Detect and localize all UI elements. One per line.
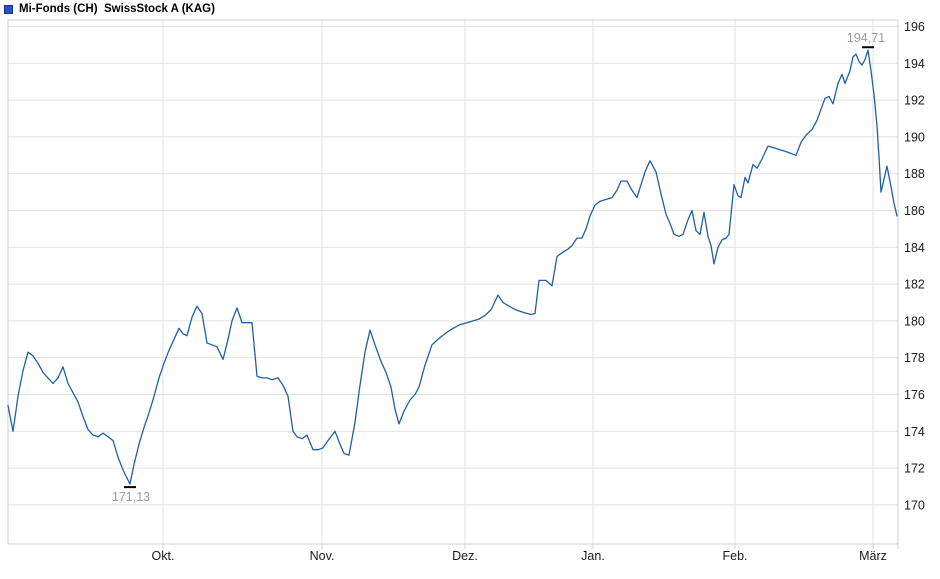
plot-border: [7, 19, 899, 545]
x-tick-label: Dez.: [452, 549, 478, 563]
high-annotation-label: 194,71: [847, 31, 885, 45]
y-tick-label: 192: [904, 94, 925, 108]
y-tick-label: 196: [904, 20, 925, 34]
x-tick-label: Okt.: [152, 549, 175, 563]
x-tick-label: Nov.: [310, 549, 335, 563]
y-tick-label: 178: [904, 351, 925, 365]
y-tick-label: 174: [904, 425, 925, 439]
y-tick-label: 194: [904, 57, 925, 71]
x-tick-label: März: [859, 549, 887, 563]
y-tick-label: 170: [904, 498, 925, 512]
price-line: [7, 49, 898, 485]
y-tick-label: 188: [904, 167, 925, 181]
chart-legend: Mi-Fonds (CH) SwissStock A (KAG): [4, 3, 215, 15]
legend-color-icon: [4, 4, 13, 14]
chart-title: Mi-Fonds (CH) SwissStock A (KAG): [19, 3, 215, 15]
y-tick-label: 190: [904, 130, 925, 144]
x-tick-label: Feb.: [722, 549, 747, 563]
low-annotation-label: 171,13: [112, 490, 150, 504]
y-tick-label: 184: [904, 241, 925, 255]
x-tick-label: Jan.: [581, 549, 605, 563]
y-tick-label: 176: [904, 388, 925, 402]
y-tick-label: 180: [904, 314, 925, 328]
y-tick-label: 182: [904, 278, 925, 292]
y-tick-label: 186: [904, 204, 925, 218]
y-tick-label: 172: [904, 462, 925, 476]
